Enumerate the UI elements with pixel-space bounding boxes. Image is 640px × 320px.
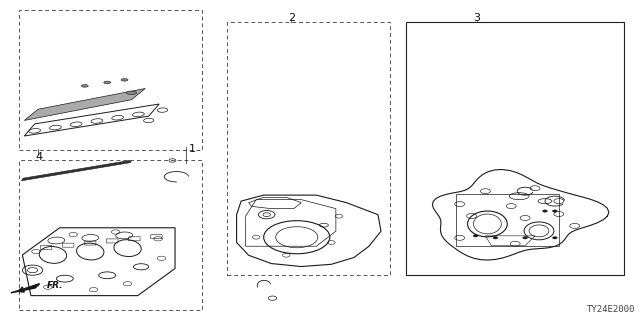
Circle shape — [473, 235, 478, 237]
Polygon shape — [11, 285, 38, 293]
Polygon shape — [24, 88, 145, 120]
Text: FR.: FR. — [47, 281, 63, 290]
Polygon shape — [433, 170, 609, 260]
Circle shape — [543, 210, 547, 212]
Ellipse shape — [121, 78, 128, 81]
Bar — [19, 160, 202, 310]
Text: 2: 2 — [287, 13, 295, 23]
Bar — [406, 22, 624, 275]
Text: TY24E2000: TY24E2000 — [587, 305, 636, 314]
Circle shape — [552, 236, 557, 239]
Ellipse shape — [81, 84, 88, 87]
Polygon shape — [21, 160, 132, 181]
Text: 1: 1 — [189, 144, 196, 154]
Circle shape — [493, 236, 498, 239]
Circle shape — [523, 236, 527, 239]
Text: 4: 4 — [35, 152, 42, 162]
Text: 3: 3 — [474, 13, 480, 23]
Bar — [19, 10, 202, 150]
Circle shape — [552, 210, 557, 212]
Ellipse shape — [126, 91, 137, 94]
Ellipse shape — [104, 81, 111, 84]
Bar — [227, 22, 390, 275]
